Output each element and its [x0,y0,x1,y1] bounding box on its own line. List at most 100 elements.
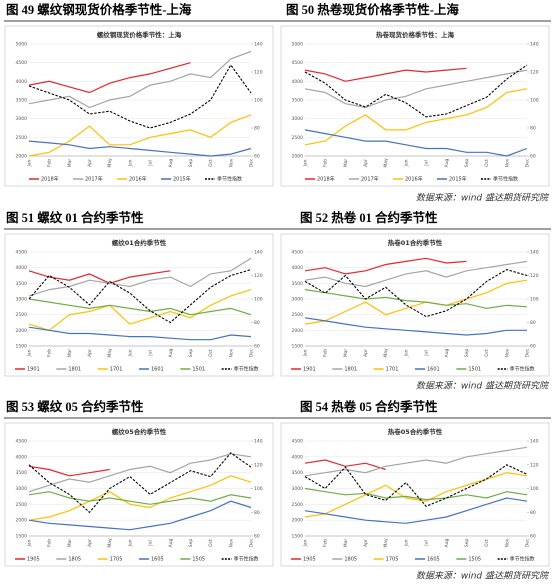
legend-label: 1801 [68,367,81,373]
x-tick-label: Jul [148,160,154,166]
x-tick-label: Jul [148,540,154,546]
series-line [28,326,252,341]
y-tick-label: 4000 [292,79,304,85]
legend-label: 1505 [192,557,205,563]
x-tick-label: Apr [87,539,93,547]
series-line [28,140,252,157]
y2-tick-label: 120 [254,70,263,76]
x-tick-label: Aug [168,158,174,167]
chart-frame [4,25,274,187]
x-tick-label: Aug [444,158,450,167]
x-tick-label: Jan [27,539,33,547]
x-tick-label: Mar [343,159,349,168]
series-line [28,269,252,324]
series-line [304,269,528,318]
legend-label: 1901 [27,367,40,373]
series-line [28,114,252,157]
x-tick-label: Jul [424,160,430,166]
legend-label: 1605 [427,557,440,563]
y-tick-label: 3000 [292,297,304,303]
source-note: 数据来源：wind 盛达期货研究院 [416,571,550,582]
y2-tick-label: 80 [530,320,536,326]
y-tick-label: 3500 [16,281,28,287]
x-tick-label: Mar [67,349,73,358]
x-tick-label: Sep [188,539,194,548]
x-tick-label: Jun [403,539,409,547]
x-tick-label: Nov [504,158,510,167]
y-tick-label: 4500 [16,60,28,66]
x-tick-label: Sep [188,159,194,168]
x-tick-label: Jan [27,349,33,357]
figure-caption: 图 50 热卷现货价格季节性-上海 [286,2,459,17]
chart-frame [4,422,274,567]
legend-label: 季节性指数 [234,366,259,373]
x-tick-label: Sep [464,539,470,548]
x-tick-label: Nov [228,538,234,547]
x-tick-label: Jun [127,539,133,547]
source-note: 数据来源：wind 盛达期货研究院 [416,193,550,204]
x-tick-label: Oct [484,159,490,167]
y2-tick-label: 80 [530,510,536,516]
y-tick-label: 2500 [292,312,304,318]
figure-caption: 图 54 热卷 05 合约季节性 [300,399,438,414]
y2-tick-label: 140 [530,439,539,445]
figure-caption: 图 49 螺纹钢现货价格季节性-上海 [6,2,192,17]
y-tick-label: 2500 [16,312,28,318]
figure-caption: 图 53 螺纹 05 合约季节性 [6,399,144,414]
x-tick-label: Nov [228,348,234,357]
y-tick-label: 3500 [292,281,304,287]
x-tick-label: Aug [444,538,450,547]
legend-label: 1701 [386,367,399,373]
y-tick-label: 5000 [292,42,304,48]
legend-label: 2017年 [85,176,103,183]
y-tick-label: 3000 [16,116,28,122]
x-tick-label: May [383,538,389,548]
series-line [28,62,191,94]
x-tick-label: May [107,348,113,358]
y-tick-label: 4500 [292,60,304,66]
series-line [304,69,528,109]
chart-frame [280,25,550,187]
x-tick-label: Mar [67,159,73,168]
series-line [28,491,252,505]
y2-tick-label: 140 [254,439,263,445]
legend-label: 1501 [192,367,205,373]
legend-label: 2018年 [41,176,59,183]
legend-label: 2015年 [449,176,467,183]
y-tick-label: 3000 [16,297,28,303]
legend-label: 2017年 [361,176,379,183]
y-tick-label: 2500 [16,502,28,508]
x-tick-label: May [107,538,113,548]
x-tick-label: Apr [87,349,93,357]
y2-tick-label: 100 [254,486,263,492]
y2-tick-label: 100 [530,297,539,303]
y-tick-label: 4500 [292,439,304,445]
series-line [28,63,252,129]
legend-label: 1705 [110,557,123,563]
y-tick-label: 4000 [16,79,28,85]
legend-label: 1601 [151,367,164,373]
y-tick-label: 1500 [16,534,28,540]
x-tick-label: Dec [525,538,531,547]
series-line [28,257,252,297]
y-tick-label: 2000 [16,154,28,160]
series-line [28,465,110,477]
legend-label: 1701 [110,367,123,373]
x-tick-label: Sep [188,349,194,358]
series-line [304,67,467,82]
y-tick-label: 2000 [292,154,304,160]
series-line [28,500,252,531]
x-tick-label: Feb [47,349,53,357]
x-tick-label: May [383,158,389,168]
figure-caption: 图 52 热卷 01 合约季节性 [300,210,438,225]
y2-tick-label: 100 [254,297,263,303]
x-tick-label: Sep [464,349,470,358]
y-tick-label: 3500 [16,470,28,476]
y2-tick-label: 140 [254,42,263,48]
y2-tick-label: 60 [530,534,536,540]
x-tick-label: Jun [403,349,409,357]
x-tick-label: Dec [249,158,255,167]
y-tick-label: 4500 [16,439,28,445]
legend-label: 季节性指数 [234,556,259,563]
x-tick-label: May [383,348,389,358]
